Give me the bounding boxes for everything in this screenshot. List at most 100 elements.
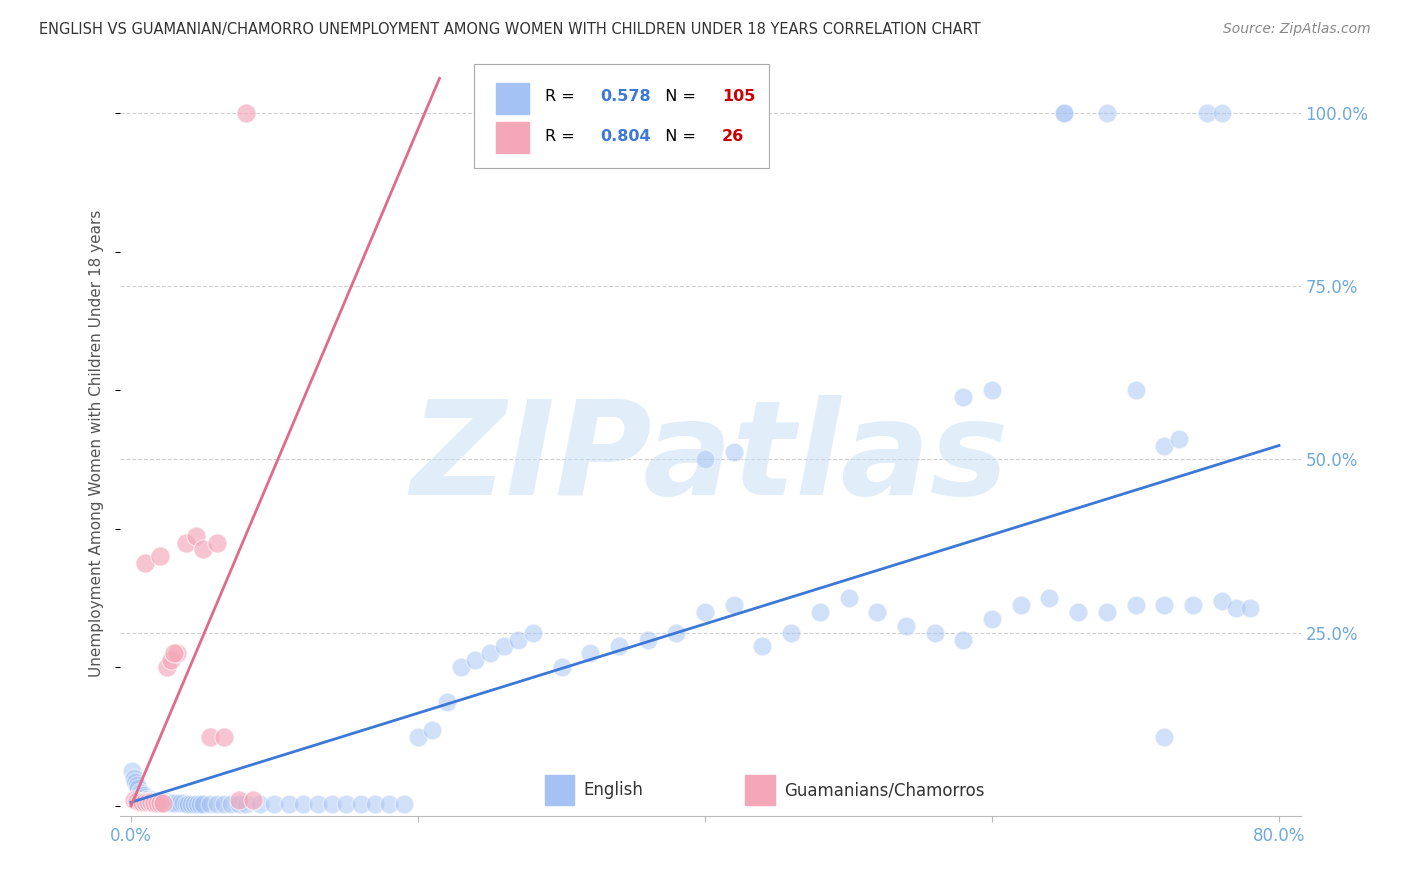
Point — [145, 794, 167, 808]
Point — [1239, 601, 1261, 615]
Point — [155, 795, 177, 809]
Point — [186, 797, 208, 811]
Point — [172, 796, 194, 810]
Point — [124, 774, 146, 789]
Point — [780, 625, 803, 640]
Point — [1153, 730, 1175, 744]
Point — [125, 794, 148, 808]
Point — [198, 797, 221, 811]
Point — [1053, 106, 1076, 120]
Text: 105: 105 — [721, 89, 755, 104]
Point — [723, 598, 745, 612]
Point — [132, 789, 155, 803]
Point — [1153, 438, 1175, 452]
Point — [1010, 598, 1032, 612]
Point — [184, 528, 207, 542]
Point — [981, 612, 1004, 626]
Point — [129, 786, 152, 800]
Point — [169, 796, 191, 810]
Point — [249, 797, 271, 811]
Point — [121, 764, 143, 779]
Point — [149, 795, 172, 809]
Point — [924, 625, 946, 640]
Point — [142, 794, 165, 808]
Point — [174, 535, 197, 549]
Point — [163, 796, 186, 810]
Point — [160, 653, 183, 667]
Point — [406, 730, 429, 744]
Point — [263, 797, 285, 811]
Point — [1167, 432, 1189, 446]
Point — [157, 795, 180, 809]
Point — [693, 605, 716, 619]
Point — [136, 795, 159, 809]
Point — [134, 795, 156, 809]
Point — [693, 452, 716, 467]
Point — [163, 646, 186, 660]
Bar — [544, 775, 574, 805]
Bar — [496, 122, 529, 153]
Point — [191, 797, 214, 811]
Point — [1095, 106, 1118, 120]
Point — [228, 793, 250, 807]
Text: ZIPatlas: ZIPatlas — [411, 395, 1010, 522]
Point — [149, 796, 172, 810]
Text: 0.578: 0.578 — [600, 89, 651, 104]
Point — [149, 549, 172, 564]
Point — [136, 792, 159, 806]
Text: N =: N = — [655, 128, 700, 144]
Point — [146, 795, 169, 809]
Point — [152, 796, 174, 810]
Point — [1211, 106, 1233, 120]
Text: R =: R = — [544, 128, 579, 144]
Point — [153, 795, 176, 809]
Point — [214, 797, 236, 811]
Point — [478, 646, 501, 660]
Point — [637, 632, 659, 647]
Point — [508, 632, 530, 647]
Point — [522, 625, 544, 640]
Text: 26: 26 — [721, 128, 744, 144]
Point — [436, 695, 458, 709]
Point — [364, 797, 387, 811]
Point — [723, 445, 745, 459]
Text: N =: N = — [655, 89, 700, 104]
Point — [1225, 601, 1247, 615]
Point — [180, 797, 202, 811]
Bar — [745, 775, 775, 805]
Point — [135, 792, 157, 806]
Point — [166, 796, 188, 810]
Point — [156, 660, 179, 674]
Point — [579, 646, 602, 660]
Point — [162, 796, 184, 810]
Point — [128, 795, 150, 809]
Point — [159, 796, 181, 810]
Point — [866, 605, 889, 619]
Point — [148, 795, 170, 809]
Text: 0.804: 0.804 — [600, 128, 651, 144]
Point — [134, 556, 156, 570]
Text: English: English — [583, 781, 644, 799]
Text: R =: R = — [544, 89, 579, 104]
Point — [191, 542, 214, 557]
Bar — [496, 83, 529, 114]
Point — [349, 797, 371, 811]
Point — [131, 795, 153, 809]
Point — [174, 797, 197, 811]
Point — [127, 781, 149, 796]
Point — [214, 730, 236, 744]
Point — [122, 793, 145, 807]
Point — [277, 797, 299, 811]
FancyBboxPatch shape — [474, 64, 769, 169]
Point — [981, 383, 1004, 397]
Point — [321, 797, 343, 811]
Point — [139, 793, 162, 807]
Point — [122, 771, 145, 785]
Point — [134, 790, 156, 805]
Point — [1095, 605, 1118, 619]
Point — [307, 797, 329, 811]
Point — [138, 793, 160, 807]
Y-axis label: Unemployment Among Women with Children Under 18 years: Unemployment Among Women with Children U… — [89, 211, 104, 677]
Point — [205, 797, 228, 811]
Point — [292, 797, 315, 811]
